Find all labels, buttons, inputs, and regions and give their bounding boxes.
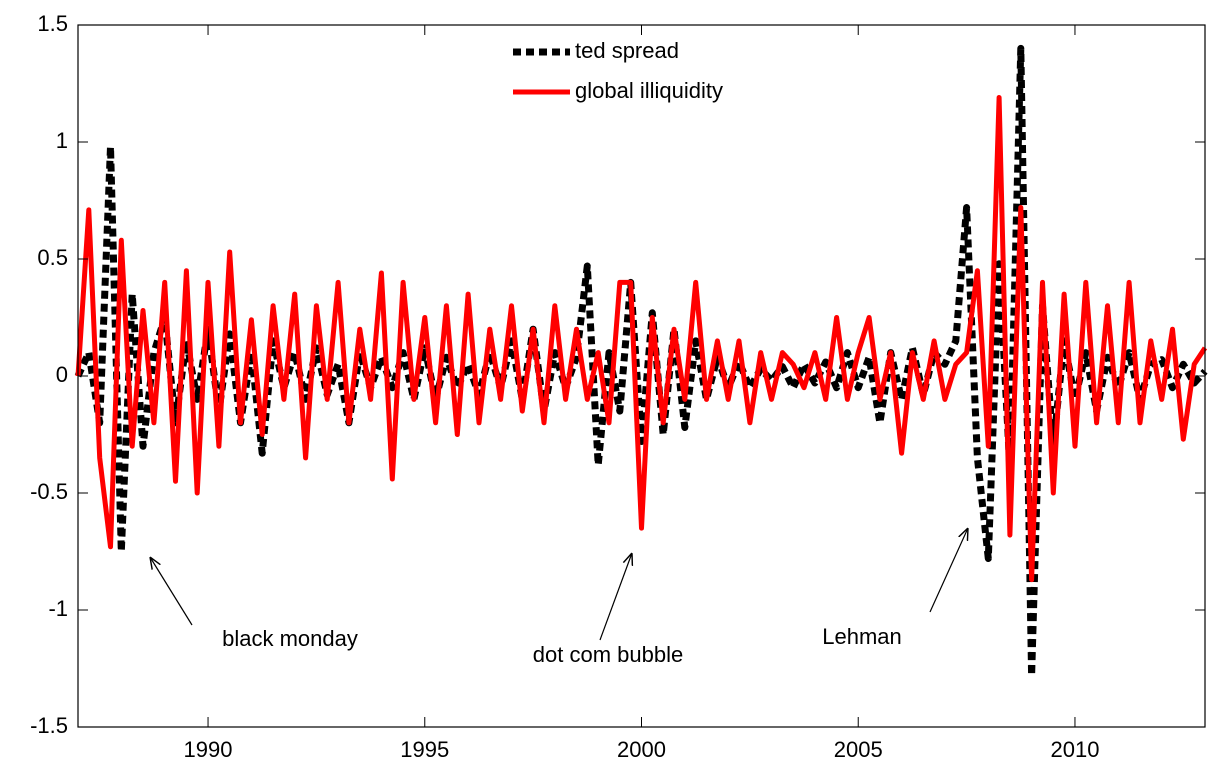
plot-area <box>74 44 1208 679</box>
annotation: dot com bubble <box>533 642 683 667</box>
series-line <box>75 95 1208 583</box>
legend-label: global illiquidity <box>575 78 723 103</box>
annotation-arrow <box>599 553 632 641</box>
annotation-arrow <box>150 557 193 626</box>
annotation: Lehman <box>822 624 902 649</box>
y-tick-label: 1 <box>56 128 68 153</box>
x-tick-label: 1995 <box>400 737 449 762</box>
annotation-arrow <box>929 528 968 613</box>
y-tick-label: -0.5 <box>30 479 68 504</box>
y-tick-label: 1.5 <box>37 11 68 36</box>
legend-label: ted spread <box>575 38 679 63</box>
x-tick-label: 1990 <box>184 737 233 762</box>
y-tick-label: 0.5 <box>37 245 68 270</box>
y-tick-label: 0 <box>56 362 68 387</box>
x-tick-label: 2010 <box>1050 737 1099 762</box>
x-tick-label: 2000 <box>617 737 666 762</box>
annotation: black monday <box>222 626 358 651</box>
y-tick-label: -1.5 <box>30 713 68 738</box>
x-tick-label: 2005 <box>834 737 883 762</box>
y-tick-label: -1 <box>48 596 68 621</box>
